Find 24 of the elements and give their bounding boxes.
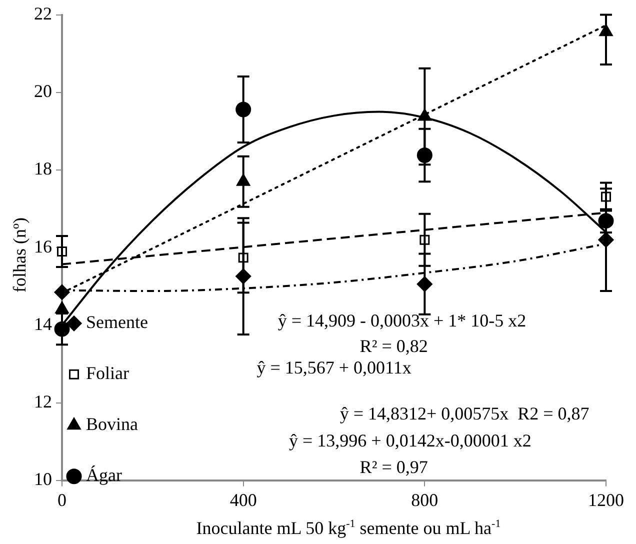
annotation: ŷ = 14,909 - 0,0003x + 1* 10-5 x2: [278, 310, 526, 330]
legend-label: Semente: [86, 312, 148, 332]
y-tick-label: 14: [34, 314, 52, 334]
y-tick-label: 20: [34, 81, 52, 102]
annotation: ŷ = 15,567 + 0,0011x: [256, 357, 412, 378]
annotation: R² = 0,97: [360, 457, 428, 478]
legend-label: Bovina: [86, 414, 138, 434]
y-tick-label: 22: [34, 4, 52, 24]
x-tick-label: 400: [230, 490, 257, 510]
point: [54, 284, 70, 300]
y-tick-label: 18: [34, 158, 52, 179]
x-axis-title: Inoculante mL 50 kg$^{-1}$ semente ou mL ha$^{-1}$: [195, 518, 502, 539]
annotation: ŷ = 13,996 + 0,0142x-0,00001 x2: [289, 430, 532, 451]
y-tick-label: 12: [34, 392, 52, 412]
y-tick-label: 10: [34, 469, 52, 490]
x-tick-label: 1200: [588, 490, 624, 510]
legend-label: Foliar: [86, 363, 129, 384]
annotation: ŷ = 14,8312+ 0,00575x R2 = 0,87: [340, 404, 590, 424]
legend-label: Ágar: [86, 465, 122, 486]
y-axis-title: folhas (nº): [10, 217, 30, 293]
y-tick-label: 16: [34, 236, 52, 256]
x-tick-label: 800: [411, 490, 438, 510]
annotation: R² = 0,82: [360, 336, 428, 356]
x-tick-label: 0: [58, 490, 66, 510]
